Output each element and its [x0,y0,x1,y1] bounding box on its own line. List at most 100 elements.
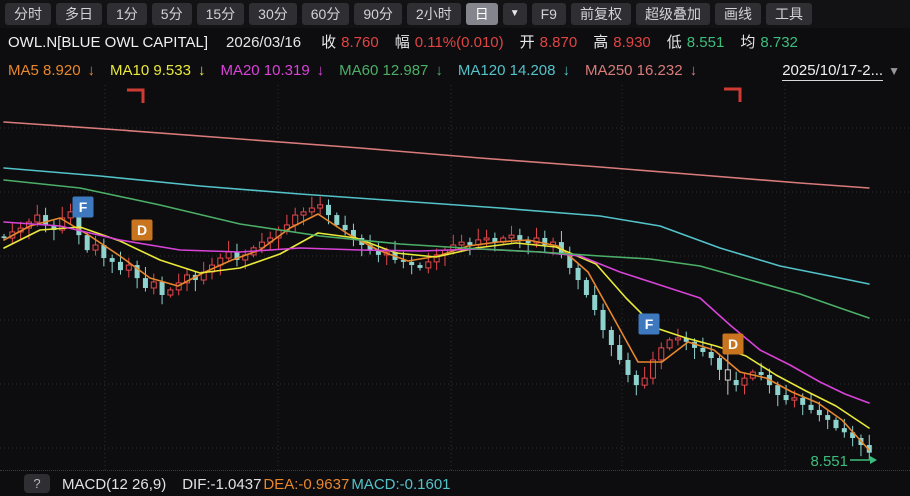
signal-marker-box [722,333,744,355]
candle-body [308,207,315,213]
candle-body [142,278,148,288]
candle-body [150,281,157,289]
corner-bracket-icon [724,87,742,102]
candle-body [633,374,639,386]
candle-body [350,230,356,238]
toolbar-button-15min[interactable]: 15分 [196,3,245,25]
candle-body [825,415,831,420]
date-range-dropdown[interactable]: 2025/10/17-2... ▼ [782,58,900,84]
candle-body [517,235,523,240]
candle-body [724,369,731,381]
candle-body [775,385,781,396]
candle-body [791,397,798,401]
candle-body [325,204,331,216]
ma60-line [3,179,870,319]
ma10-line [3,226,870,429]
date-range-label[interactable]: 2025/10/17-2... [782,62,884,81]
candle-body [167,289,174,296]
ma-legend-ma5: MA5 8.920 ↓ [8,62,96,79]
arrow-head-icon [870,456,877,464]
macd-indicator-bar: ? MACD(12 26,9) DIF:-1.0437 DEA:-0.9637 MACD… [0,470,910,496]
toolbar-button-1min[interactable]: 1分 [107,3,147,25]
candle-body [43,215,49,225]
candle-body [34,214,41,223]
ma-legend-items: MA5 8.920 ↓ MA10 9.533 ↓ MA20 10.319 ↓ MA60 12… [8,62,712,79]
candle-body [841,428,847,433]
signal-marker-f[interactable]: F [638,313,660,335]
quote-value-open: 8.870 [539,34,578,51]
toolbar-button-30min[interactable]: 30分 [249,3,297,25]
candle-body [101,244,107,259]
toolbar-button-f9[interactable]: F9 [531,3,566,25]
help-icon[interactable]: ? [24,474,50,493]
candle-body [109,258,115,262]
candle-body [758,372,764,375]
candle-body [225,251,232,259]
toolbar-button-daily-caret[interactable]: ▼ [502,3,527,25]
candle-body [317,204,324,209]
signal-marker-d[interactable]: D [131,219,153,241]
signal-marker-d[interactable]: D [722,333,744,355]
signal-marker-box [131,219,153,241]
signal-marker-box [638,313,660,335]
candle-body [641,377,648,386]
macd-value-dea: DEA:-0.9637 [263,476,350,493]
candle-body [92,244,99,251]
period-toolbar: 分时 多日 1分 5分 15分 30分 60分 90分 2小时日 ▼ F9 前复权 超级叠加 画线 工具 [0,0,910,28]
toolbar-button-draw-line[interactable]: 画线 [714,3,761,25]
chevron-down-icon[interactable]: ▼ [888,64,900,78]
candle-body [409,261,415,266]
signal-marker-f[interactable]: F [72,196,94,218]
quote-label-low: 低 [666,34,682,51]
candle-body [866,445,872,453]
toolbar-button-forward-adjust[interactable]: 前复权 [570,3,631,25]
candle-body [608,330,614,346]
candle-body [1,236,7,238]
candle-body [708,352,714,359]
toolbar-button-2hour[interactable]: 2小时 [406,3,461,25]
candle-body [334,215,340,225]
down-arrow-icon: ↓ [87,62,96,79]
candle-body [816,409,822,416]
candle-body [342,224,348,231]
candle-body [717,358,723,370]
toolbar-button-tools[interactable]: 工具 [765,3,812,25]
candle-body [508,234,515,239]
toolbar-button-90min[interactable]: 90分 [354,3,402,25]
signal-marker-letter: D [137,222,147,238]
toolbar-button-5min[interactable]: 5分 [151,3,192,25]
candle-body [649,359,656,379]
candle-body [367,244,373,251]
candle-body [159,281,165,295]
candle-body [683,337,689,342]
ma-legend-ma60: MA60 12.987 ↓ [339,62,443,79]
ma-legend-row: MA5 8.920 ↓ MA10 9.533 ↓ MA20 10.319 ↓ MA60 12… [8,58,902,84]
candle-body [76,211,82,236]
ma250-line [3,121,870,189]
candle-body [184,274,191,284]
toolbar-button-multi-day[interactable]: 多日 [56,3,102,25]
ma5-line [3,213,870,451]
candle-body [458,241,465,246]
quote-value-change: 0.11%(0.010) [414,34,504,51]
candle-body [733,380,739,386]
ma-legend-ma10: MA10 9.533 ↓ [110,62,206,79]
macd-formula[interactable]: MACD(12 26,9) [62,476,167,493]
candle-body [433,254,440,263]
stock-symbol: OWL.N[BLUE OWL CAPITAL] [8,34,209,51]
down-arrow-icon: ↓ [316,62,325,79]
signal-marker-letter: F [645,316,654,332]
toolbar-button-60min[interactable]: 60分 [301,3,350,25]
candle-body [625,359,631,375]
signal-marker-box [72,196,94,218]
candlestick-chart[interactable]: F D F D 8.551 [0,85,910,496]
toolbar-button-time-sharing[interactable]: 分时 [5,3,51,25]
toolbar-button-daily[interactable]: 日 [465,3,498,25]
candle-body [666,339,673,349]
quote-label-high: 高 [593,34,609,51]
candle-body [700,347,706,353]
candle-body [59,217,66,231]
ma120-line [3,167,870,285]
toolbar-button-super-overlay[interactable]: 超级叠加 [635,3,710,25]
quote-value-high: 8.930 [613,34,651,51]
